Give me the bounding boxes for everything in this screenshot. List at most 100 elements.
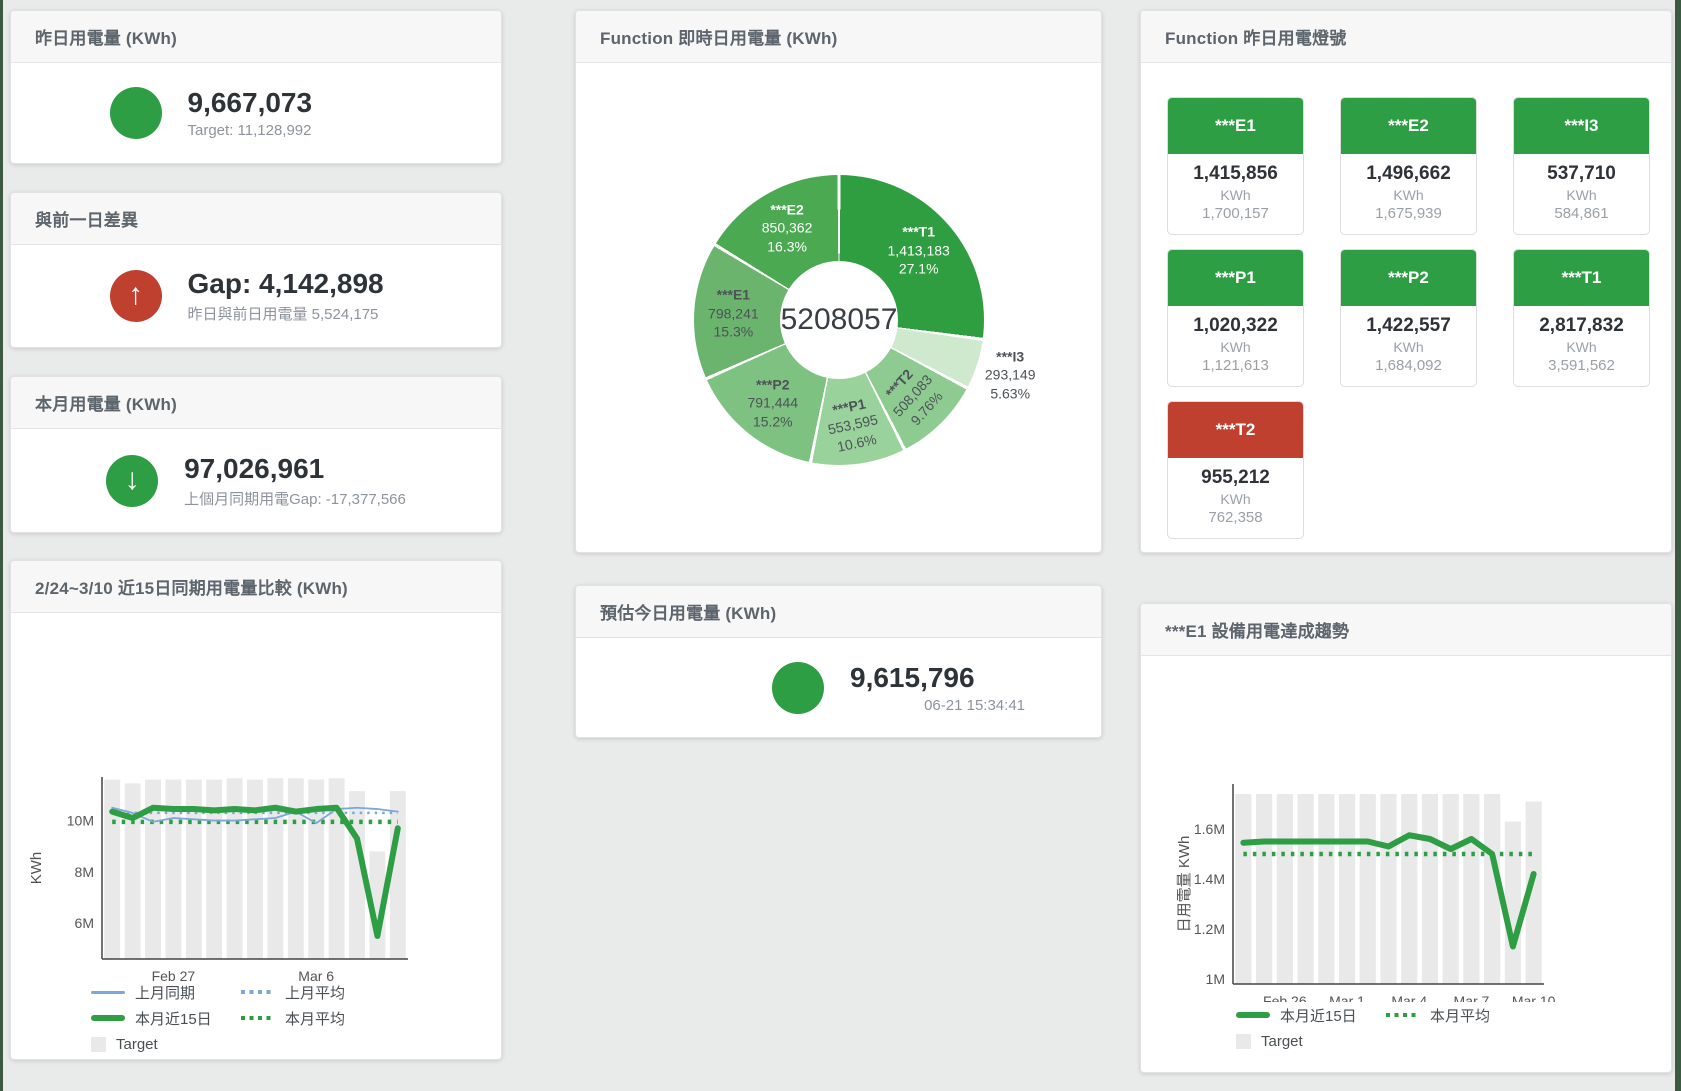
e1-trend-chart-legend: 本月近15日 本月平均 Target — [1236, 1002, 1566, 1054]
tile-target: 1,700,157 — [1202, 205, 1269, 222]
legend-label: 本月平均 — [285, 1010, 346, 1028]
card-title: Function 昨日用電燈號 — [1141, 11, 1671, 63]
tile-name: ***P1 — [1168, 250, 1303, 306]
legend-label: 本月近15日 — [135, 1010, 212, 1028]
light-tile-P2[interactable]: ***P2 1,422,557 KWh 1,684,092 — [1340, 249, 1477, 387]
svg-text:1.6M: 1.6M — [1194, 821, 1225, 837]
tile-target: 3,591,562 — [1548, 357, 1615, 374]
tile-target: 1,675,939 — [1375, 205, 1442, 222]
tile-name: ***P2 — [1341, 250, 1476, 306]
legend-item-上月平均[interactable]: 上月平均 — [241, 979, 391, 1005]
legend-label: 上月同期 — [135, 984, 196, 1002]
tile-value: 1,415,856 — [1193, 163, 1278, 184]
donut-total-value: 5208057 — [780, 303, 898, 336]
green-status-circle-icon — [109, 87, 162, 139]
comparison-chart-legend: 上月同期 上月平均本月近15日 本月平均 Target — [91, 979, 421, 1057]
card-title: 2/24~3/10 近15日同期用電量比較 (KWh) — [11, 561, 501, 613]
donut-hole: 5208057 — [780, 261, 898, 379]
page-left-edge — [0, 0, 3, 1091]
card-month-usage: 本月用電量 (KWh) ↓ 97,026,961 上個月同期用電Gap: -17… — [10, 376, 502, 533]
tile-name: ***T2 — [1168, 402, 1303, 458]
svg-text:Mar 7: Mar 7 — [1454, 993, 1490, 1002]
daily-usage-donut-chart: 5208057 ***T1 1,413,183 27.1% ***I3 293,149 5… — [694, 175, 1035, 465]
svg-text:6M: 6M — [75, 915, 94, 931]
card-estimate-today: 預估今日用電量 (KWh) 9,615,796 06-21 15:34:41 — [575, 585, 1102, 738]
tile-value: 1,496,662 — [1366, 163, 1451, 184]
month-usage-gap: 上個月同期用電Gap: -17,377,566 — [184, 490, 406, 508]
tile-name: ***E2 — [1341, 98, 1476, 154]
tile-unit: KWh — [1220, 491, 1251, 507]
card-title: 本月用電量 (KWh) — [11, 377, 501, 429]
green-down-arrow-icon: ↓ — [106, 454, 159, 507]
month-usage-value: 97,026,961 — [184, 452, 325, 484]
legend-label: 上月平均 — [285, 984, 346, 1002]
svg-text:8M: 8M — [75, 864, 94, 880]
tile-target: 1,684,092 — [1375, 357, 1442, 374]
legend-item-本月平均[interactable]: 本月平均 — [1386, 1002, 1536, 1028]
legend-label: 本月平均 — [1430, 1007, 1491, 1025]
svg-text:1M: 1M — [1206, 971, 1225, 987]
light-tile-T2[interactable]: ***T2 955,212 KWh 762,358 — [1167, 401, 1304, 539]
tile-target: 762,358 — [1208, 509, 1263, 526]
tile-unit: KWh — [1220, 339, 1251, 355]
tile-unit: KWh — [1220, 187, 1251, 203]
tile-name: ***I3 — [1514, 98, 1649, 154]
tile-unit: KWh — [1393, 187, 1424, 203]
card-title: Function 即時日用電量 (KWh) — [576, 11, 1101, 63]
legend-label: Target — [116, 1035, 158, 1053]
tile-unit: KWh — [1566, 339, 1597, 355]
card-yesterday-lights: Function 昨日用電燈號 ***E1 1,415,856 KWh 1,700,1… — [1140, 10, 1672, 553]
comparison-line-chart: 6M 8M 10M Feb 27 Mar 6 KWh — [28, 777, 408, 984]
legend-item-本月平均[interactable]: 本月平均 — [241, 1005, 391, 1031]
tile-name: ***E1 — [1168, 98, 1303, 154]
tile-value: 2,817,832 — [1539, 315, 1624, 336]
light-tile-E2[interactable]: ***E2 1,496,662 KWh 1,675,939 — [1340, 97, 1477, 235]
yesterday-usage-value: 9,667,073 — [187, 87, 313, 118]
card-15day-comparison: 2/24~3/10 近15日同期用電量比較 (KWh) 6M 8M 10M Feb 2… — [10, 560, 502, 1060]
gap-value: Gap: 4,142,898 — [187, 268, 384, 299]
card-yesterday-usage: 昨日用電量 (KWh) 9,667,073 Target: 11,128,992 — [10, 10, 502, 164]
svg-text:Mar 10: Mar 10 — [1512, 993, 1556, 1002]
donut-slice-label-I3: ***I3 293,149 5.63% — [984, 348, 1036, 402]
card-realtime-donut: Function 即時日用電量 (KWh) 5208057 ***T1 1,413… — [575, 10, 1102, 553]
e1-trend-line-chart: 1M 1.2M 1.4M 1.6M Feb 26 Mar 1 Mar 4 Mar 7 Mar 1… — [1176, 784, 1556, 1009]
svg-text:1.2M: 1.2M — [1194, 921, 1225, 937]
tile-value: 537,710 — [1547, 163, 1616, 184]
svg-text:日用電量 KWh: 日用電量 KWh — [1176, 836, 1193, 933]
light-tile-P1[interactable]: ***P1 1,020,322 KWh 1,121,613 — [1167, 249, 1304, 387]
tile-value: 1,020,322 — [1193, 315, 1278, 336]
tile-unit: KWh — [1393, 339, 1424, 355]
light-tile-E1[interactable]: ***E1 1,415,856 KWh 1,700,157 — [1167, 97, 1304, 235]
legend-item-本月近15日[interactable]: 本月近15日 — [91, 1005, 241, 1031]
svg-text:Mar 4: Mar 4 — [1391, 993, 1427, 1002]
legend-label: 本月近15日 — [1280, 1007, 1357, 1025]
card-title: 預估今日用電量 (KWh) — [576, 586, 1101, 638]
legend-item-上月同期[interactable]: 上月同期 — [91, 979, 241, 1005]
estimate-value: 9,615,796 — [850, 661, 975, 693]
legend-item-本月近15日[interactable]: 本月近15日 — [1236, 1002, 1386, 1028]
tile-value: 1,422,557 — [1366, 315, 1451, 336]
legend-item-Target[interactable]: Target — [91, 1031, 241, 1057]
svg-text:KWh: KWh — [28, 852, 45, 885]
tile-name: ***T1 — [1514, 250, 1649, 306]
tile-target: 584,861 — [1554, 205, 1609, 222]
card-e1-trend: ***E1 設備用電達成趨勢 1M 1.2M 1.4M 1.6M Feb 26 Mar 1… — [1140, 603, 1672, 1073]
tile-unit: KWh — [1566, 187, 1597, 203]
card-title: ***E1 設備用電達成趨勢 — [1141, 604, 1671, 656]
red-up-arrow-icon: ↑ — [109, 270, 162, 322]
card-title: 與前一日差異 — [11, 193, 501, 245]
light-tile-T1[interactable]: ***T1 2,817,832 KWh 3,591,562 — [1513, 249, 1650, 387]
svg-text:Feb 27: Feb 27 — [152, 968, 196, 984]
tile-value: 955,212 — [1201, 467, 1270, 488]
svg-text:1.4M: 1.4M — [1194, 871, 1225, 887]
legend-item-Target[interactable]: Target — [1236, 1028, 1386, 1054]
yesterday-usage-target: Target: 11,128,992 — [187, 122, 312, 139]
page-right-edge — [1675, 0, 1681, 1091]
estimate-timestamp: 06-21 15:34:41 — [924, 696, 1025, 714]
svg-text:Mar 6: Mar 6 — [298, 968, 334, 984]
green-status-circle-icon — [772, 661, 824, 714]
card-title: 昨日用電量 (KWh) — [11, 11, 501, 63]
light-tile-I3[interactable]: ***I3 537,710 KWh 584,861 — [1513, 97, 1650, 235]
card-day-gap: 與前一日差異 ↑ Gap: 4,142,898 昨日與前日用電量 5,524,1… — [10, 192, 502, 348]
tile-target: 1,121,613 — [1202, 357, 1269, 374]
